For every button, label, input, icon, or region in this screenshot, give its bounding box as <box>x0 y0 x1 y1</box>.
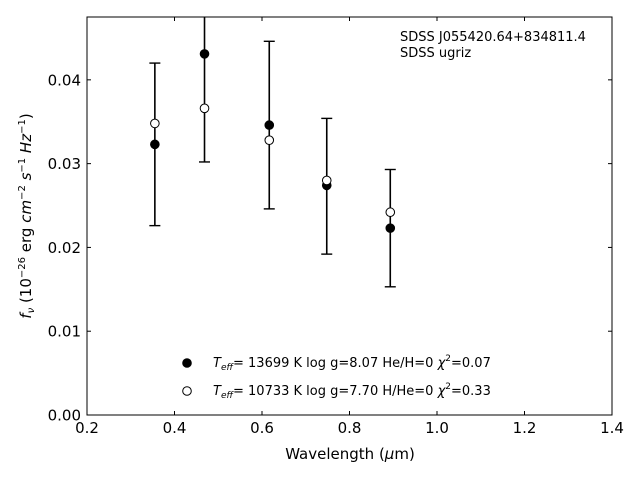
filled-point <box>385 223 396 233</box>
open-point <box>321 175 332 186</box>
open-point <box>150 118 160 129</box>
x-tick-label: 1.0 <box>425 419 449 437</box>
annotation-photometry: SDSS ugriz <box>400 46 471 61</box>
x-tick-label: 0.8 <box>338 419 362 437</box>
y-tick-label: 0.00 <box>48 407 81 425</box>
legend-label-model-1: Teff= 13699 K log g=8.07 He/H=0 χ2=0.07 <box>213 354 491 373</box>
y-tick-label: 0.03 <box>48 155 81 173</box>
filled-point <box>150 139 160 150</box>
y-tick-label: 0.04 <box>48 71 81 89</box>
x-tick-label: 1.2 <box>513 419 537 437</box>
x-tick-label: 0.4 <box>163 419 187 437</box>
legend-label-model-2: Teff= 10733 K log g=7.70 H/He=0 χ2=0.33 <box>213 382 491 401</box>
x-axis-title: Wavelength (μm) <box>285 445 415 463</box>
filled-point <box>199 49 210 59</box>
open-point <box>199 103 210 114</box>
plot-frame <box>86 16 613 416</box>
y-tick-label: 0.02 <box>48 239 81 257</box>
x-tick-label: 0.2 <box>75 419 99 437</box>
plot-data-area <box>149 17 396 288</box>
filled-point <box>264 120 275 130</box>
x-tick-label: 0.6 <box>250 419 274 437</box>
open-point <box>264 135 275 145</box>
annotation-object-name: SDSS J055420.64+834811.4 <box>400 30 586 45</box>
y-tick-label: 0.01 <box>48 323 81 341</box>
legend-marker-open <box>182 386 192 396</box>
legend: Teff= 13699 K log g=8.07 He/H=0 χ2=0.07 … <box>182 354 491 401</box>
plot-marks: 0.2 0.4 0.6 0.8 1.0 1.2 1.4 0.00 0.01 0.02 0.03 0.0… <box>48 16 624 437</box>
x-tick-label: 1.4 <box>600 419 624 437</box>
y-axis-title: fν (10−26 erg cm−2 s−1 Hz−1) <box>17 113 37 318</box>
legend-marker-filled <box>182 358 192 368</box>
open-point <box>385 207 396 218</box>
